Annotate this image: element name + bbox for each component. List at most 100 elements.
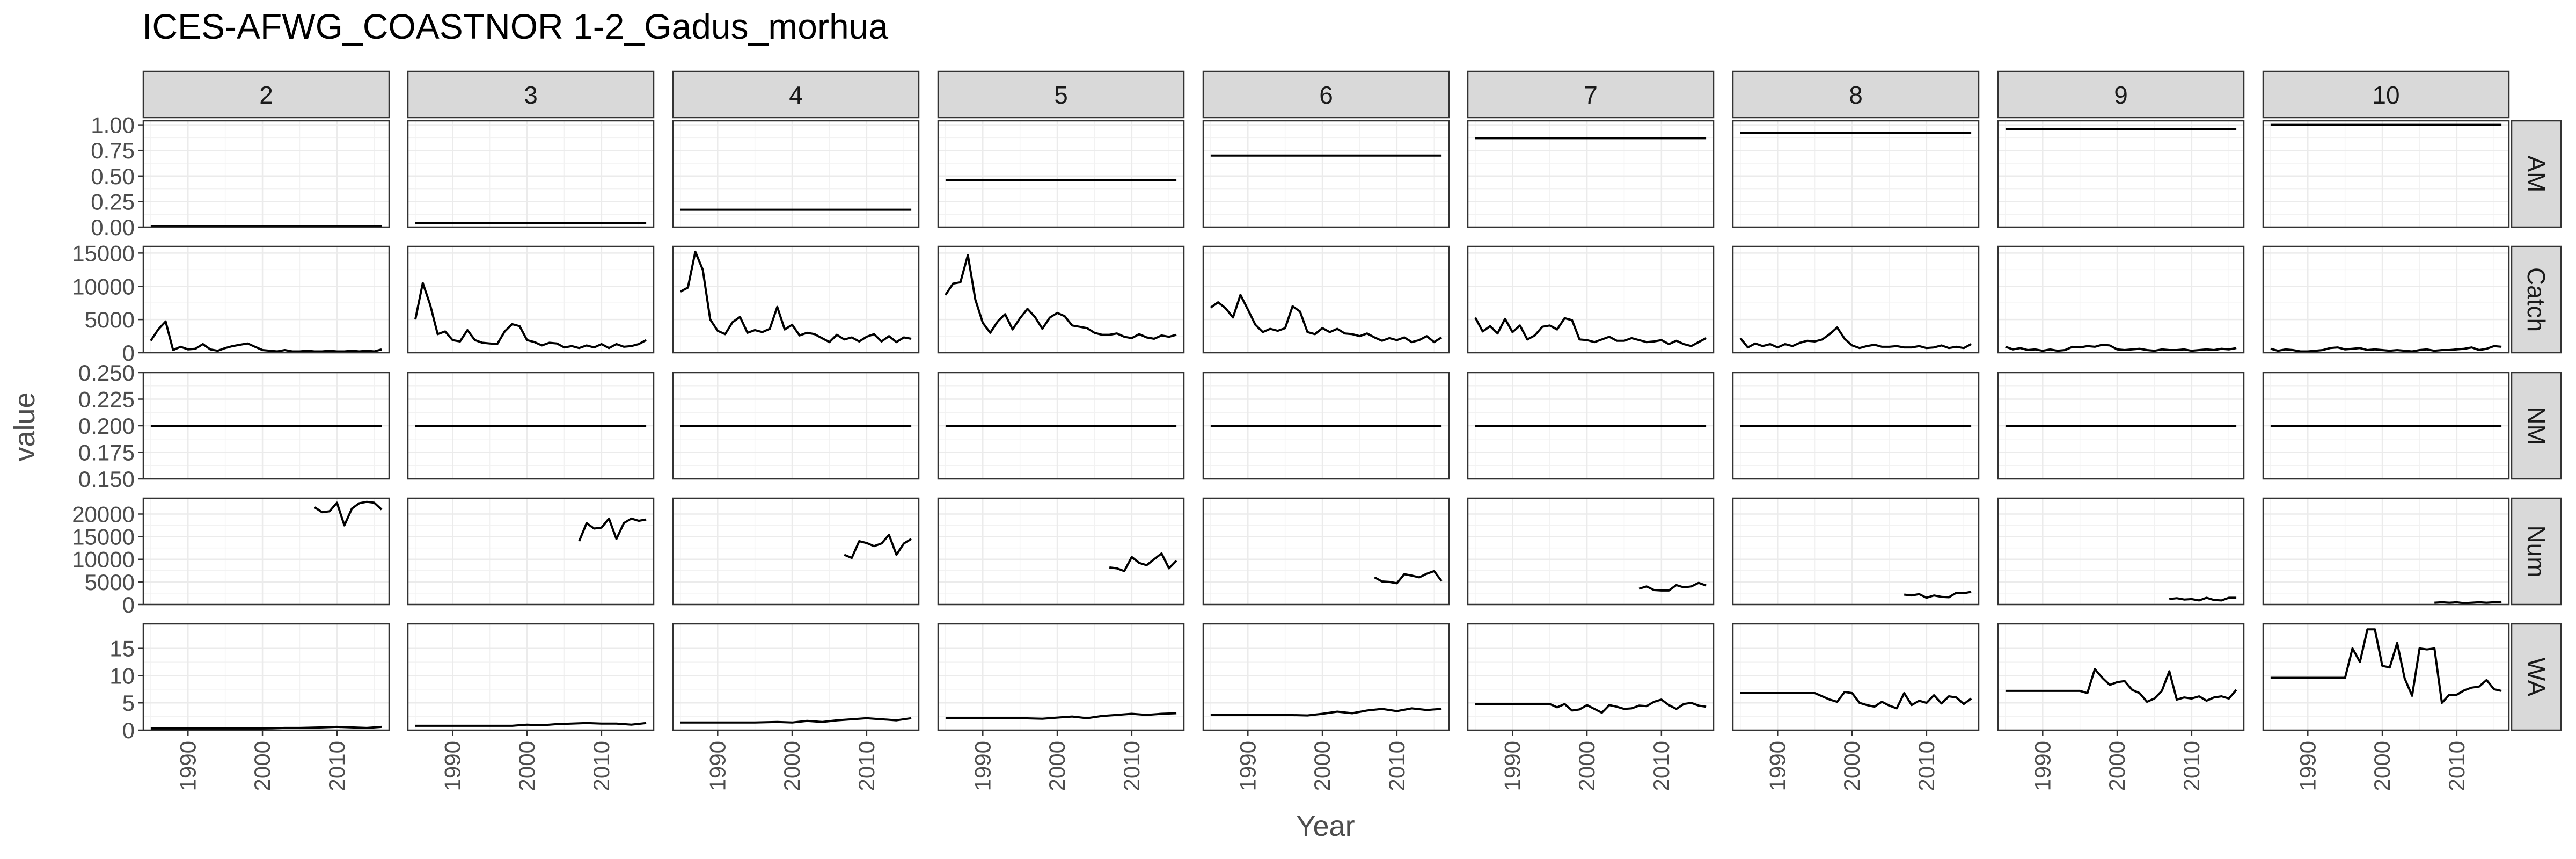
- panel-border: [2262, 497, 2510, 606]
- panel-background: [143, 246, 389, 353]
- column-strip-label: 3: [524, 81, 538, 109]
- y-tick-label: 10000: [72, 547, 135, 572]
- panel-border: [2262, 372, 2510, 480]
- panel-border: [1202, 623, 1450, 731]
- x-tick-label: 2000: [1044, 741, 1070, 791]
- panel-border: [1202, 372, 1450, 480]
- series-line: [1210, 707, 1442, 717]
- x-tick-label: 1990: [705, 741, 730, 791]
- x-tick-label: 1990: [1499, 741, 1525, 791]
- row-strip: [2511, 245, 2562, 354]
- series-line: [414, 282, 647, 350]
- panel-border: [1467, 120, 1715, 228]
- column-strip: [1997, 70, 2245, 119]
- panel-border: [2262, 245, 2510, 354]
- x-tick-label: 1990: [2295, 741, 2320, 791]
- series-line: [679, 250, 912, 344]
- series-line: [1638, 581, 1707, 592]
- y-tick-label: 15000: [72, 241, 135, 266]
- panel-background: [673, 498, 919, 605]
- facet-panels: 2 3 4 5 6 7 8 9 10AM0.000.250.500.751.00Catch050…: [72, 70, 2562, 791]
- y-tick-label: 0.200: [78, 413, 135, 439]
- panel-background: [1203, 121, 1449, 227]
- panel-background: [2263, 246, 2509, 353]
- y-tick-label: 1.00: [91, 113, 135, 138]
- x-tick-label: 1990: [1765, 741, 1790, 791]
- series-line: [680, 717, 912, 724]
- column-strip: [2262, 70, 2510, 119]
- row-strip: [2511, 497, 2562, 606]
- series-line: [2005, 344, 2237, 352]
- panel-border: [142, 623, 390, 731]
- column-strip-label: 2: [259, 81, 273, 109]
- column-strip: [407, 70, 655, 119]
- series-line: [1740, 690, 1972, 710]
- row-strip-label: NM: [2522, 406, 2550, 445]
- column-strip-label: 9: [2114, 81, 2128, 109]
- panel-border: [937, 120, 1185, 228]
- row-strip-label: Num: [2522, 525, 2550, 577]
- series-line: [1474, 317, 1707, 347]
- panel-background: [1998, 624, 2244, 730]
- row-strip: [2511, 120, 2562, 228]
- panel-border: [937, 245, 1185, 354]
- panel-border: [1732, 372, 1980, 480]
- x-tick-label: 1990: [175, 741, 200, 791]
- panel-background: [143, 624, 389, 730]
- panel-background: [938, 121, 1184, 227]
- series-line: [945, 254, 1177, 340]
- x-tick-label: 2010: [2179, 741, 2204, 791]
- series-line: [1109, 552, 1177, 572]
- column-strip-label: 8: [1849, 81, 1863, 109]
- panel-background: [2263, 498, 2509, 605]
- series-line: [1739, 326, 1972, 350]
- panel-border: [2262, 623, 2510, 731]
- column-strip-label: 5: [1054, 81, 1068, 109]
- panel-border: [1732, 497, 1980, 606]
- y-tick-label: 5000: [85, 307, 135, 332]
- column-strip-label: 10: [2372, 81, 2399, 109]
- series-line: [2169, 596, 2237, 602]
- x-tick-label: 2010: [2444, 741, 2469, 791]
- x-tick-label: 2000: [1839, 741, 1864, 791]
- panel-border: [407, 497, 655, 606]
- y-tick-label: 5: [122, 690, 135, 716]
- panel-background: [1468, 246, 1714, 353]
- panel-background: [408, 246, 654, 353]
- panel-border: [407, 120, 655, 228]
- x-tick-label: 2000: [779, 741, 804, 791]
- panel-border: [142, 245, 390, 354]
- series-line: [844, 534, 912, 559]
- x-tick-label: 2000: [2369, 741, 2395, 791]
- panel-border: [672, 623, 920, 731]
- panel-background: [1468, 624, 1714, 730]
- panel-background: [1733, 498, 1979, 605]
- panel-border: [672, 120, 920, 228]
- series-line: [1475, 698, 1707, 714]
- column-strip-label: 7: [1584, 81, 1598, 109]
- y-tick-label: 15000: [72, 525, 135, 550]
- series-line: [415, 722, 647, 727]
- y-tick-label: 10000: [72, 274, 135, 299]
- panel-border: [937, 623, 1185, 731]
- x-axis-title: Year: [1296, 810, 1355, 842]
- panel-background: [673, 624, 919, 730]
- panel-background: [1998, 498, 2244, 605]
- panel-border: [407, 245, 655, 354]
- panel-border: [407, 623, 655, 731]
- series-line: [945, 712, 1177, 720]
- x-tick-label: 1990: [2030, 741, 2055, 791]
- y-tick-label: 0: [122, 718, 135, 743]
- panel-background: [1203, 498, 1449, 605]
- x-tick-label: 2010: [1384, 741, 1409, 791]
- panel-border: [1467, 497, 1715, 606]
- panel-background: [1203, 246, 1449, 353]
- series-line: [2270, 628, 2502, 704]
- y-tick-label: 0.225: [78, 387, 135, 412]
- y-tick-label: 0: [122, 592, 135, 617]
- y-axis-title: value: [9, 392, 41, 461]
- column-strip: [1202, 70, 1450, 119]
- x-tick-label: 2000: [250, 741, 275, 791]
- row-strip: [2511, 623, 2562, 731]
